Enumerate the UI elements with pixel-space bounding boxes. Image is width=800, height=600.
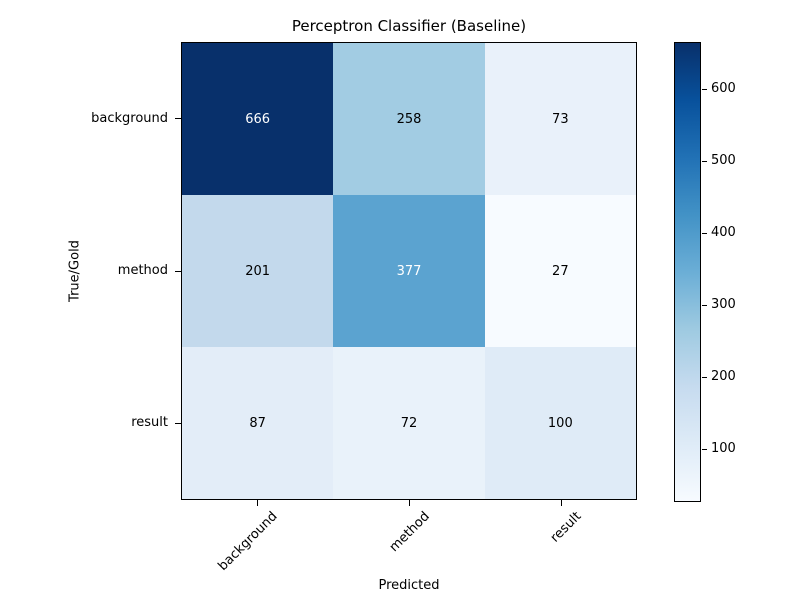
colorbar xyxy=(674,42,701,502)
colorbar-tick-label: 600 xyxy=(711,81,736,96)
y-tick-mark xyxy=(175,271,181,272)
x-tick-mark xyxy=(409,500,410,506)
heatmap-cell: 100 xyxy=(484,347,636,499)
heatmap-cell: 201 xyxy=(182,195,334,347)
y-tick-label: background xyxy=(91,111,168,126)
colorbar-tick-label: 400 xyxy=(711,225,736,240)
heatmap-cell: 87 xyxy=(182,347,334,499)
heatmap-cell: 258 xyxy=(333,43,485,195)
colorbar-tick-label: 300 xyxy=(711,297,736,312)
y-tick-mark xyxy=(175,118,181,119)
colorbar-tick-mark xyxy=(702,89,707,90)
y-tick-mark xyxy=(175,423,181,424)
heatmap-cell: 73 xyxy=(484,43,636,195)
x-tick-label: background xyxy=(215,509,281,574)
colorbar-tick-label: 500 xyxy=(711,153,736,168)
heatmap-cell: 72 xyxy=(333,347,485,499)
y-tick-label: method xyxy=(117,263,168,278)
heatmap-cell: 27 xyxy=(484,195,636,347)
x-tick-label: method xyxy=(386,509,433,556)
y-tick-label: result xyxy=(131,415,168,430)
x-tick-label: result xyxy=(547,509,585,546)
x-tick-mark xyxy=(257,500,258,506)
colorbar-tick-label: 100 xyxy=(711,441,736,456)
heatmap-cell: 377 xyxy=(333,195,485,347)
chart-title: Perceptron Classifier (Baseline) xyxy=(291,17,527,35)
colorbar-tick-mark xyxy=(702,161,707,162)
x-axis-label: Predicted xyxy=(378,578,440,593)
y-axis-label: True/Gold xyxy=(67,240,83,302)
heatmap-grid: 666 258 73 201 377 27 87 72 100 xyxy=(181,42,637,500)
colorbar-tick-label: 200 xyxy=(711,369,736,384)
colorbar-tick-mark xyxy=(702,449,707,450)
colorbar-tick-mark xyxy=(702,305,707,306)
x-tick-mark xyxy=(561,500,562,506)
heatmap-cell: 666 xyxy=(182,43,334,195)
colorbar-tick-mark xyxy=(702,233,707,234)
colorbar-tick-mark xyxy=(702,377,707,378)
